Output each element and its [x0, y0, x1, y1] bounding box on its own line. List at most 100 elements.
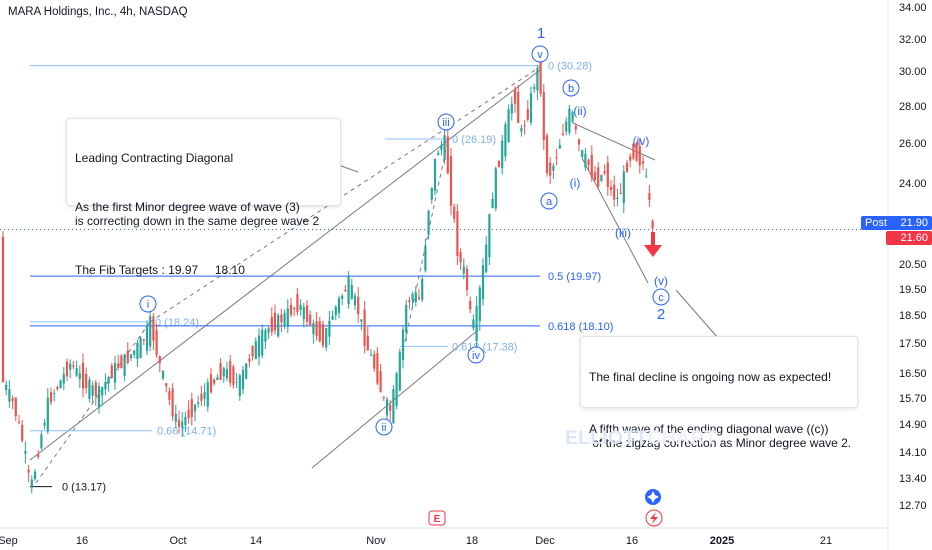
fib-0618-a-label: 0.618 (18.10) — [548, 321, 613, 333]
candle-body — [526, 108, 529, 120]
candle-body — [510, 103, 513, 114]
candle-body — [462, 266, 465, 274]
candle-body — [88, 379, 91, 399]
candle-body — [513, 89, 517, 104]
diagonal-upper-line — [29, 69, 541, 461]
diagonal-lower-line — [311, 329, 479, 469]
wave-b-label: b — [568, 83, 574, 95]
candle-body — [590, 154, 593, 178]
candle-body — [33, 471, 37, 480]
candle-body — [440, 145, 443, 150]
price-tick-label: 24.00 — [899, 178, 927, 190]
earnings-icon[interactable] — [428, 510, 446, 526]
candle-body — [632, 143, 635, 159]
candle-body — [517, 91, 520, 123]
fib-0-top-label: 0 (30.28) — [548, 61, 592, 73]
price-tick-label: 32.00 — [899, 34, 927, 46]
fib-05-label: 0.5 (19.97) — [548, 271, 601, 283]
candle-body — [363, 309, 366, 346]
candle-body — [427, 210, 430, 235]
candle-body — [142, 339, 145, 341]
time-tick-label: 14 — [250, 535, 262, 547]
candle-body — [648, 193, 651, 200]
fib-066-label: 0.66 (14.71) — [157, 426, 216, 438]
candle-body — [117, 363, 120, 369]
price-tick-label: 26.00 — [899, 138, 927, 150]
candle-body — [165, 383, 168, 387]
candle-body — [433, 158, 437, 191]
candle-body — [238, 375, 241, 396]
candle-body — [334, 306, 337, 316]
ending-diagonal-lower-line — [581, 157, 649, 284]
price-tick-label: 20.50 — [899, 259, 927, 271]
candle-body — [504, 124, 507, 157]
candle-body — [584, 153, 587, 168]
price-tick-label: 14.10 — [899, 447, 927, 459]
candle-body — [555, 157, 558, 159]
candle-body — [149, 316, 152, 347]
candle-body — [574, 126, 577, 130]
candle-body — [190, 399, 193, 418]
candle-body — [600, 175, 603, 181]
time-tick-label: 21 — [820, 535, 832, 547]
ending-diagonal-upper-line — [572, 122, 656, 161]
candle-body — [248, 358, 251, 362]
candle-body — [133, 350, 136, 355]
note-fib-targets: The Fib Targets : 19.97 18.10 — [75, 263, 245, 277]
candle-body — [651, 221, 654, 229]
candle-body — [337, 298, 341, 314]
time-tick-label: 2025 — [710, 535, 734, 547]
candle-body — [5, 384, 8, 390]
candle-body — [430, 187, 433, 200]
candle-body — [225, 369, 229, 379]
candle-body — [456, 211, 459, 256]
candle-body — [104, 382, 107, 390]
candle-body — [213, 379, 216, 384]
candle-body — [110, 365, 113, 379]
post-market-tag[interactable]: Post 21.90 — [861, 216, 932, 230]
candle-body — [533, 87, 536, 89]
candle-body — [494, 168, 497, 209]
price-tick-label: 12.70 — [899, 500, 927, 512]
candle-body — [158, 356, 161, 364]
candle-body — [421, 278, 424, 300]
candle-body — [597, 167, 600, 187]
candle-body — [94, 382, 97, 396]
candle-body — [283, 313, 286, 326]
candle-body — [129, 354, 133, 359]
post-market-value: 21.90 — [900, 217, 928, 229]
note-leading-diagonal: Leading Contracting Diagonal As the firs… — [66, 118, 341, 277]
candle-body — [229, 361, 232, 383]
candle-body — [577, 139, 581, 145]
candle-body — [24, 450, 27, 454]
candle-body — [126, 350, 129, 364]
candle-body — [379, 371, 382, 393]
price-tick-label: 14.90 — [899, 419, 927, 431]
candle-body — [325, 328, 328, 348]
candle-body — [373, 354, 376, 369]
price-tick-label: 28.00 — [899, 101, 927, 113]
candle-body — [475, 306, 478, 342]
time-tick-label: Sep — [0, 535, 18, 547]
candle-body — [120, 355, 123, 369]
candle-body — [184, 416, 187, 426]
price-tick-label: 16.50 — [899, 368, 927, 380]
candle-body — [56, 387, 59, 389]
watermark-part1: ELLIOTT — [565, 428, 648, 449]
fib-0-low-label: 0 (18.24) — [155, 317, 199, 329]
candle-body — [302, 306, 305, 320]
candle-body — [11, 398, 14, 402]
candle-body — [389, 405, 392, 412]
candle-body — [520, 127, 523, 132]
candle-body — [472, 319, 475, 329]
candle-body — [401, 329, 405, 361]
watermark: ELLIOTTCHART — [565, 428, 717, 450]
last-price-tag[interactable]: 21.60 — [886, 231, 932, 245]
wave-ii-label: ii — [382, 422, 387, 434]
candle-body — [593, 172, 597, 180]
candle-body — [81, 362, 85, 389]
candle-body — [222, 368, 225, 377]
candle-body — [360, 319, 363, 322]
candle-body — [174, 413, 177, 422]
